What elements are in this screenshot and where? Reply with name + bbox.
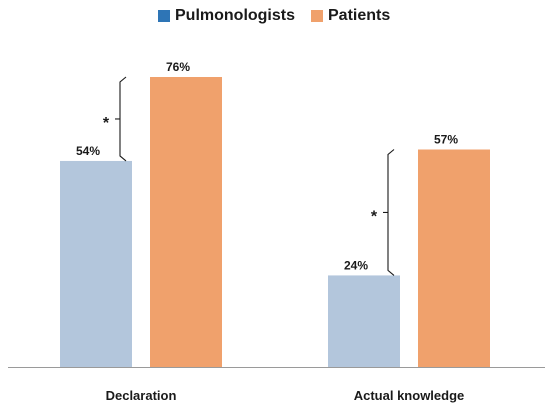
legend-label-patients: Patients: [328, 7, 391, 24]
data-label-patients-declaration: 76%: [166, 60, 190, 74]
legend-swatch-patients: [311, 10, 323, 22]
category-label-actual-knowledge: Actual knowledge: [354, 388, 465, 403]
category-label-declaration: Declaration: [106, 388, 177, 403]
bar-patients-declaration: [150, 77, 222, 367]
data-label-patients-actual-knowledge: 57%: [434, 133, 458, 147]
bar-pulmonologists-declaration: [60, 160, 132, 367]
bar-patients-actual-knowledge: [418, 149, 490, 367]
legend-label-pulmonologists: Pulmonologists: [175, 7, 295, 24]
significance-marker-actual-knowledge: *: [371, 208, 378, 225]
legend: Pulmonologists Patients: [158, 6, 406, 26]
data-label-pulmonologists-declaration: 54%: [76, 144, 100, 158]
legend-swatch-pulmonologists: [158, 10, 170, 22]
legend-item-pulmonologists: Pulmonologists: [158, 7, 295, 25]
bar-pulmonologists-actual-knowledge: [328, 275, 400, 367]
data-label-pulmonologists-actual-knowledge: 24%: [344, 258, 368, 272]
significance-marker-declaration: *: [103, 115, 110, 132]
legend-item-patients: Patients: [311, 7, 390, 25]
significance-bracket-declaration: [119, 76, 127, 162]
significance-bracket-actual-knowledge: [387, 149, 395, 276]
